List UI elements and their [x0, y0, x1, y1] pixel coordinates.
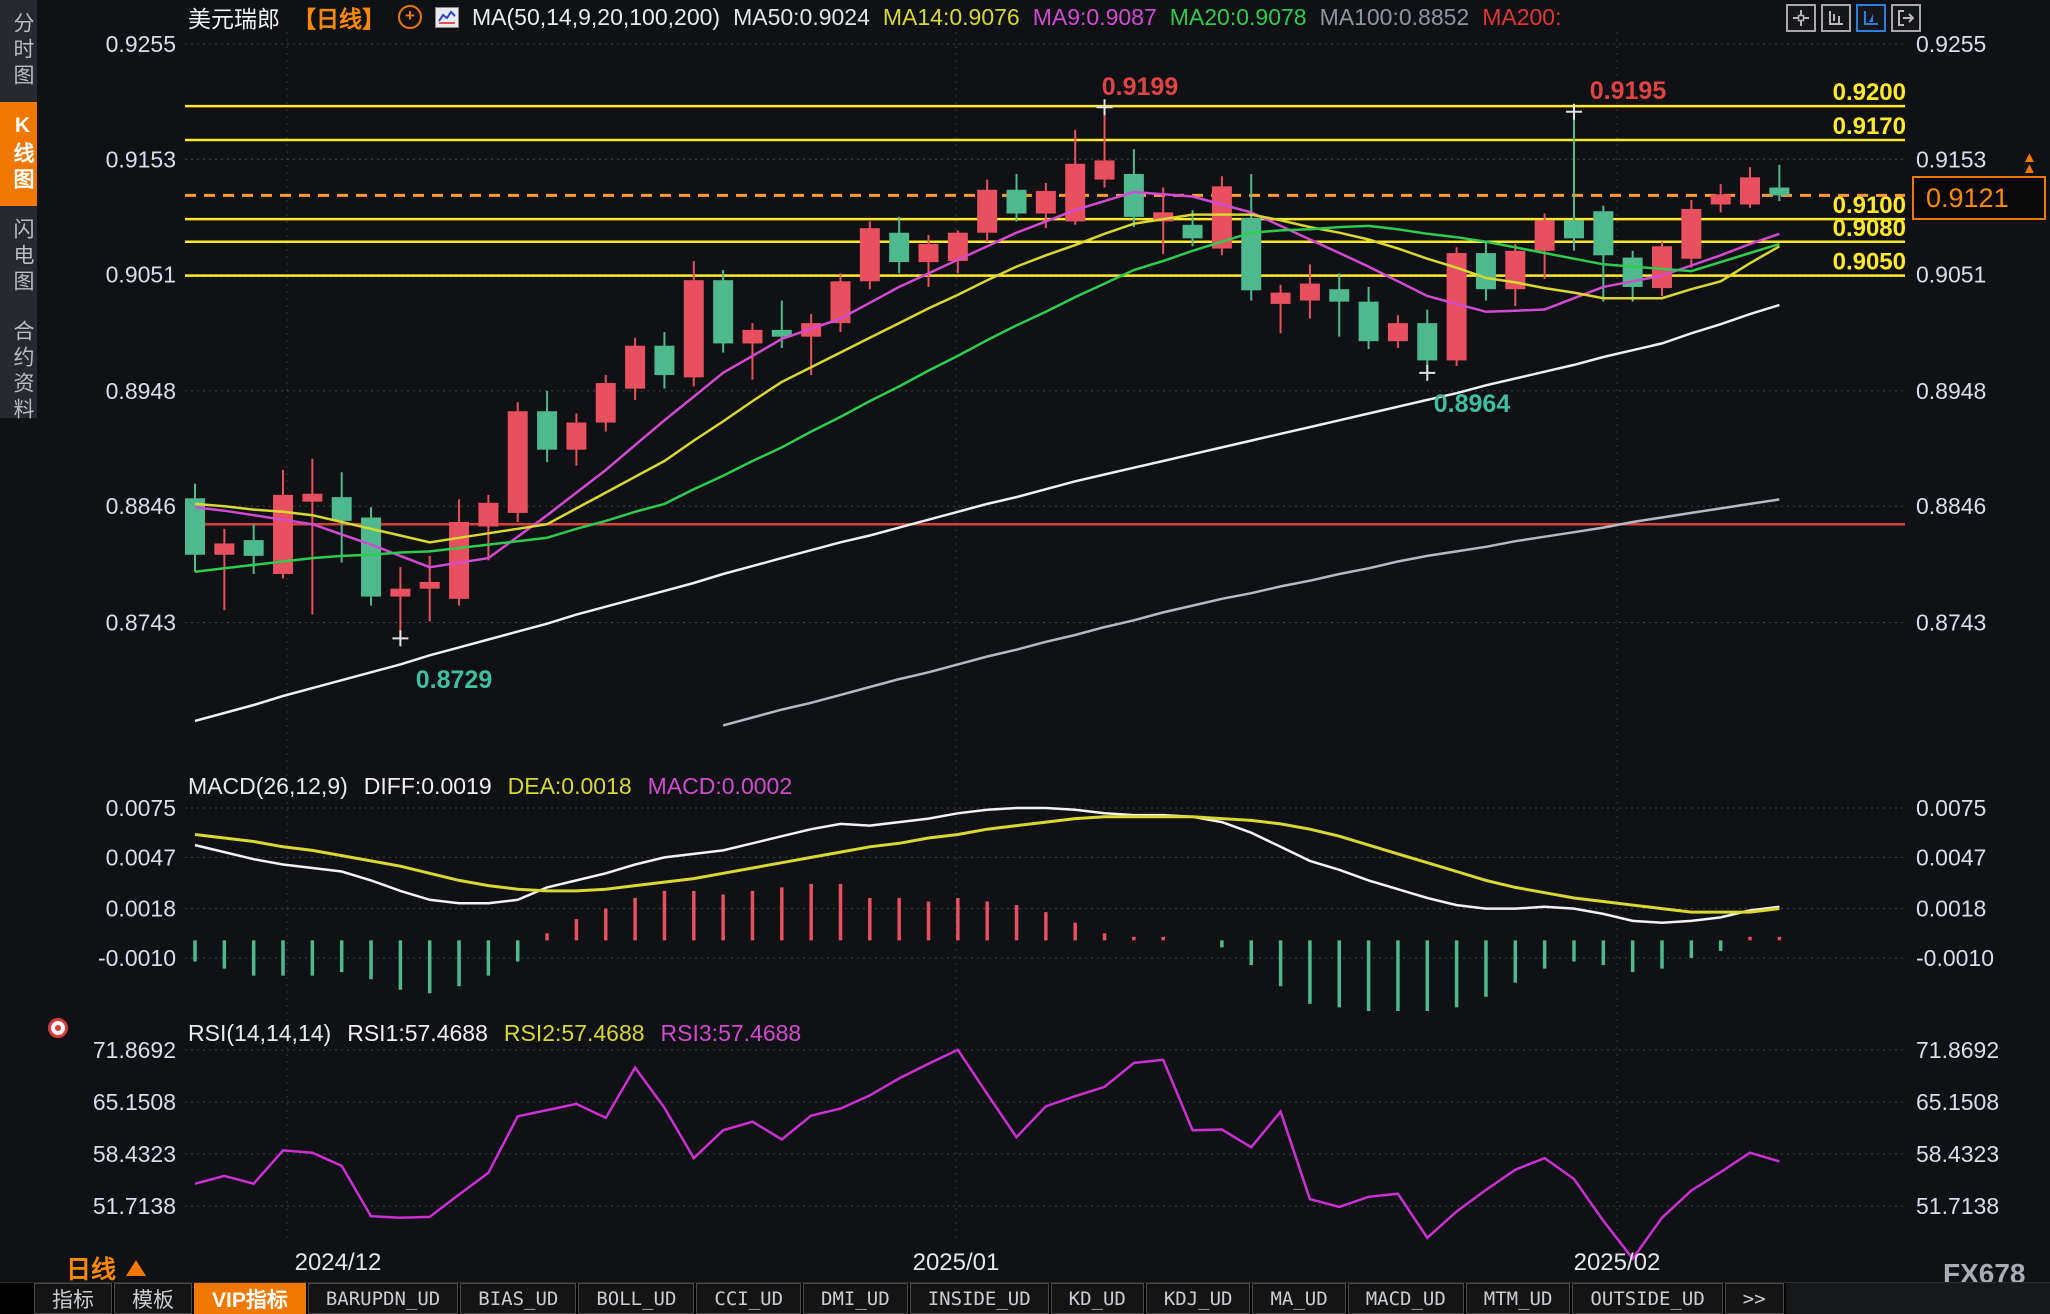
sidebar-item-kline[interactable]: K线图: [0, 102, 37, 206]
tab-macd-ud[interactable]: MACD_UD: [1347, 1283, 1464, 1314]
sidebar-item-lightning[interactable]: 闪电图: [11, 218, 34, 296]
rsi3-value: RSI3:57.4688: [660, 1020, 802, 1046]
macd-diff-value: DIFF:0.0019: [363, 773, 492, 799]
svg-text:0.8743: 0.8743: [1916, 610, 1986, 636]
chart-header: 美元瑞郎 【日线】 + MA(50,14,9,20,100,200) MA50:…: [188, 3, 1562, 33]
svg-text:0.8743: 0.8743: [106, 610, 176, 636]
axis-chart-active-icon[interactable]: [1856, 4, 1886, 32]
svg-text:71.8692: 71.8692: [1916, 1037, 1999, 1063]
svg-text:71.8692: 71.8692: [93, 1037, 176, 1063]
svg-text:0.0075: 0.0075: [106, 795, 176, 821]
svg-text:65.1508: 65.1508: [93, 1089, 176, 1115]
svg-text:0.0018: 0.0018: [1916, 896, 1986, 922]
tab-kdj-ud[interactable]: KDJ_UD: [1145, 1283, 1251, 1314]
svg-text:0.9051: 0.9051: [1916, 262, 1986, 288]
tab-ma-ud[interactable]: MA_UD: [1252, 1283, 1346, 1314]
macd-dea-value: DEA:0.0018: [507, 773, 632, 799]
svg-text:0.0047: 0.0047: [106, 844, 176, 870]
tab-bias-ud[interactable]: BIAS_UD: [460, 1283, 577, 1314]
tab-cci-ud[interactable]: CCI_UD: [696, 1283, 802, 1314]
svg-text:0.8729: 0.8729: [416, 666, 492, 694]
svg-text:0.8948: 0.8948: [106, 378, 176, 404]
triangle-up-icon: [126, 1260, 147, 1276]
ma50-value: MA50:0.9024: [733, 3, 870, 30]
circle-plus-icon[interactable]: +: [398, 5, 422, 29]
tab-dmi-ud[interactable]: DMI_UD: [803, 1283, 908, 1314]
ma9-value: MA9:0.9087: [1032, 3, 1157, 30]
rsi2-value: RSI2:57.4688: [503, 1020, 645, 1046]
tabbar-filler: [1785, 1283, 2050, 1314]
svg-text:58.4323: 58.4323: [93, 1141, 176, 1167]
period-tag: 【日线】: [293, 6, 385, 32]
period-selector[interactable]: 日线: [66, 1250, 147, 1286]
tab-indicator[interactable]: 指标: [34, 1283, 112, 1314]
axis-chart-icon[interactable]: [1821, 4, 1851, 32]
tab-kd-ud[interactable]: KD_UD: [1050, 1283, 1144, 1314]
ma20-value: MA20:0.9078: [1169, 3, 1307, 30]
tab-boll-ud[interactable]: BOLL_UD: [578, 1283, 695, 1314]
sidebar-item-contract-info[interactable]: 合约资料: [11, 320, 34, 424]
svg-text:2025/01: 2025/01: [913, 1249, 1000, 1276]
macd-macd-value: MACD:0.0002: [647, 773, 793, 799]
current-price-badge: 0.9121: [1912, 176, 2046, 220]
sidebar-item-timeshare[interactable]: 分时图: [11, 12, 34, 90]
tab-inside-ud[interactable]: INSIDE_UD: [909, 1283, 1049, 1314]
svg-text:0.8846: 0.8846: [106, 493, 176, 519]
svg-text:0.8846: 0.8846: [1916, 493, 1986, 519]
tab-template[interactable]: 模板: [114, 1283, 192, 1314]
svg-text:58.4323: 58.4323: [1916, 1141, 1999, 1167]
kline-thumbnail-icon[interactable]: [435, 6, 459, 28]
svg-text:2024/12: 2024/12: [295, 1249, 382, 1276]
svg-text:51.7138: 51.7138: [1916, 1193, 1999, 1219]
svg-text:65.1508: 65.1508: [1916, 1089, 1999, 1115]
move-grid-icon[interactable]: [1786, 4, 1816, 32]
svg-text:0.8948: 0.8948: [1916, 378, 1986, 404]
svg-text:0.9255: 0.9255: [1916, 31, 1986, 57]
indicator-tabbar: 指标 模板 VIP指标 BARUPDN_UD BIAS_UD BOLL_UD C…: [0, 1282, 2050, 1314]
macd-header: MACD(26,12,9) DIFF:0.0019 DEA:0.0018 MAC…: [188, 773, 792, 800]
svg-text:0.9080: 0.9080: [1833, 215, 1906, 242]
svg-text:-0.0010: -0.0010: [98, 945, 176, 971]
svg-text:0.9051: 0.9051: [106, 262, 176, 288]
svg-text:0.9170: 0.9170: [1833, 113, 1906, 140]
ma100-value: MA100:0.8852: [1319, 3, 1470, 30]
macd-title: MACD(26,12,9): [188, 773, 348, 799]
chart-toolbar: [1786, 4, 1921, 32]
svg-text:0.8964: 0.8964: [1434, 390, 1511, 418]
crosshair-target-icon[interactable]: [48, 1018, 68, 1038]
ma14-value: MA14:0.9076: [882, 3, 1020, 30]
svg-text:0.0075: 0.0075: [1916, 795, 1986, 821]
ma-settings-label: MA(50,14,9,20,100,200): [472, 3, 721, 30]
rsi-header: RSI(14,14,14) RSI1:57.4688 RSI2:57.4688 …: [188, 1020, 801, 1047]
svg-text:0.9153: 0.9153: [1916, 146, 1986, 172]
svg-text:0.9199: 0.9199: [1102, 73, 1178, 101]
tab-barupdn-ud[interactable]: BARUPDN_UD: [307, 1283, 459, 1314]
svg-text:-0.0010: -0.0010: [1916, 945, 1994, 971]
svg-text:0.9050: 0.9050: [1833, 249, 1906, 276]
svg-text:0.9195: 0.9195: [1590, 77, 1667, 105]
ma200-value: MA200:: [1482, 3, 1562, 30]
svg-text:2025/02: 2025/02: [1574, 1249, 1661, 1276]
tab-outside-ud[interactable]: OUTSIDE_UD: [1572, 1283, 1723, 1314]
period-label: 日线: [66, 1256, 117, 1284]
symbol-title: 美元瑞郎: [188, 6, 280, 32]
svg-text:0.9153: 0.9153: [106, 146, 176, 172]
svg-text:0.0018: 0.0018: [106, 896, 176, 922]
svg-text:0.0047: 0.0047: [1916, 844, 1986, 870]
svg-text:0.9255: 0.9255: [106, 31, 176, 57]
tab-more[interactable]: >>: [1724, 1283, 1784, 1314]
tab-mtm-ud[interactable]: MTM_UD: [1465, 1283, 1571, 1314]
exit-panel-icon[interactable]: [1891, 4, 1921, 32]
rsi-title: RSI(14,14,14): [188, 1020, 332, 1046]
rsi1-value: RSI1:57.4688: [347, 1020, 488, 1046]
svg-text:51.7138: 51.7138: [93, 1193, 176, 1219]
sidebar: 分时图 K线图 闪电图 合约资料: [0, 0, 37, 424]
svg-text:0.9200: 0.9200: [1833, 79, 1906, 106]
tab-vip-indicator[interactable]: VIP指标: [194, 1283, 306, 1314]
price-badge-arrows-icon: ▲ ▲: [2022, 149, 2037, 177]
